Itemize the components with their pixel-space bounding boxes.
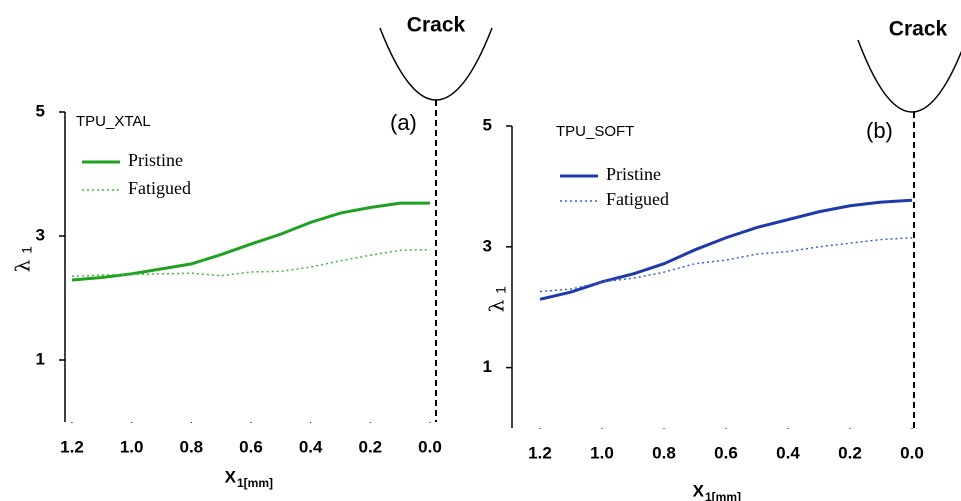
x-tick-label: 0.4 [299,437,323,456]
x-tick-label: 0.2 [359,437,383,456]
x-tick-label: 0.6 [239,437,263,456]
x-tick-label: 1.2 [528,443,552,462]
series-line [539,198,913,301]
y-tick-label: 1 [483,357,492,376]
y-tick-label: 3 [36,225,45,244]
crack-tip [379,27,493,101]
legend-label: Fatigued [128,178,191,198]
legend-label: Fatigued [606,189,669,209]
y-label-symbol: λ [485,299,509,312]
y-label-symbol: λ [11,259,35,272]
y-tick-label: 1 [36,349,45,368]
x-tick-label: 1.0 [590,443,614,462]
x-tick-label: 0.6 [714,443,738,462]
x-label-sub: 1[mm] [237,476,273,490]
y-label: λ1 [11,246,35,272]
legend-label: Pristine [606,164,661,184]
x-tick-label: 0.0 [900,443,924,462]
material-label: TPU_SOFT [556,123,634,140]
crack-tip [857,39,961,113]
series-line [71,201,430,282]
y-tick-label: 5 [483,115,492,134]
crack-label: Crack [889,18,948,41]
y-label-sub: 1 [19,246,35,254]
legend-label: Pristine [128,150,183,170]
x-tick-label: 1.2 [60,437,84,456]
x-label: X [693,481,705,500]
x-tick-label: 0.4 [776,443,800,462]
x-tick-label: 0.2 [838,443,862,462]
crack-label: Crack [407,14,466,37]
material-label: TPU_XTAL [76,113,151,130]
x-tick-label: 0.0 [418,437,442,456]
x-tick-label: 1.0 [120,437,144,456]
series-line [539,236,913,293]
x-label-sub: 1[mm] [705,490,741,501]
panel-label: (a) [390,110,417,135]
x-tick-label: 0.8 [652,443,676,462]
y-tick-label: 5 [36,101,45,120]
x-tick-label: 0.8 [180,437,204,456]
y-tick-label: 3 [483,236,492,255]
y-label: λ1 [485,286,509,312]
x-label: X [225,467,237,486]
y-label-sub: 1 [493,286,509,294]
panel-label: (b) [866,118,893,143]
series-line [71,248,431,278]
